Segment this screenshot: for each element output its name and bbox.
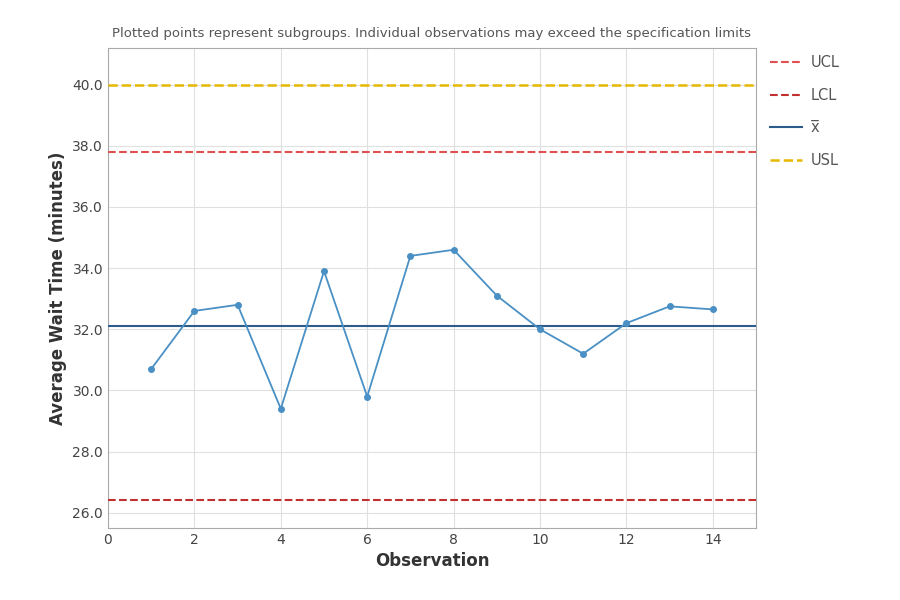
X-axis label: Observation: Observation: [374, 553, 490, 571]
Legend: UCL, LCL, x̅, USL: UCL, LCL, x̅, USL: [770, 55, 840, 168]
Title: Plotted points represent subgroups. Individual observations may exceed the speci: Plotted points represent subgroups. Indi…: [112, 27, 752, 40]
Y-axis label: Average Wait Time (minutes): Average Wait Time (minutes): [49, 151, 67, 425]
